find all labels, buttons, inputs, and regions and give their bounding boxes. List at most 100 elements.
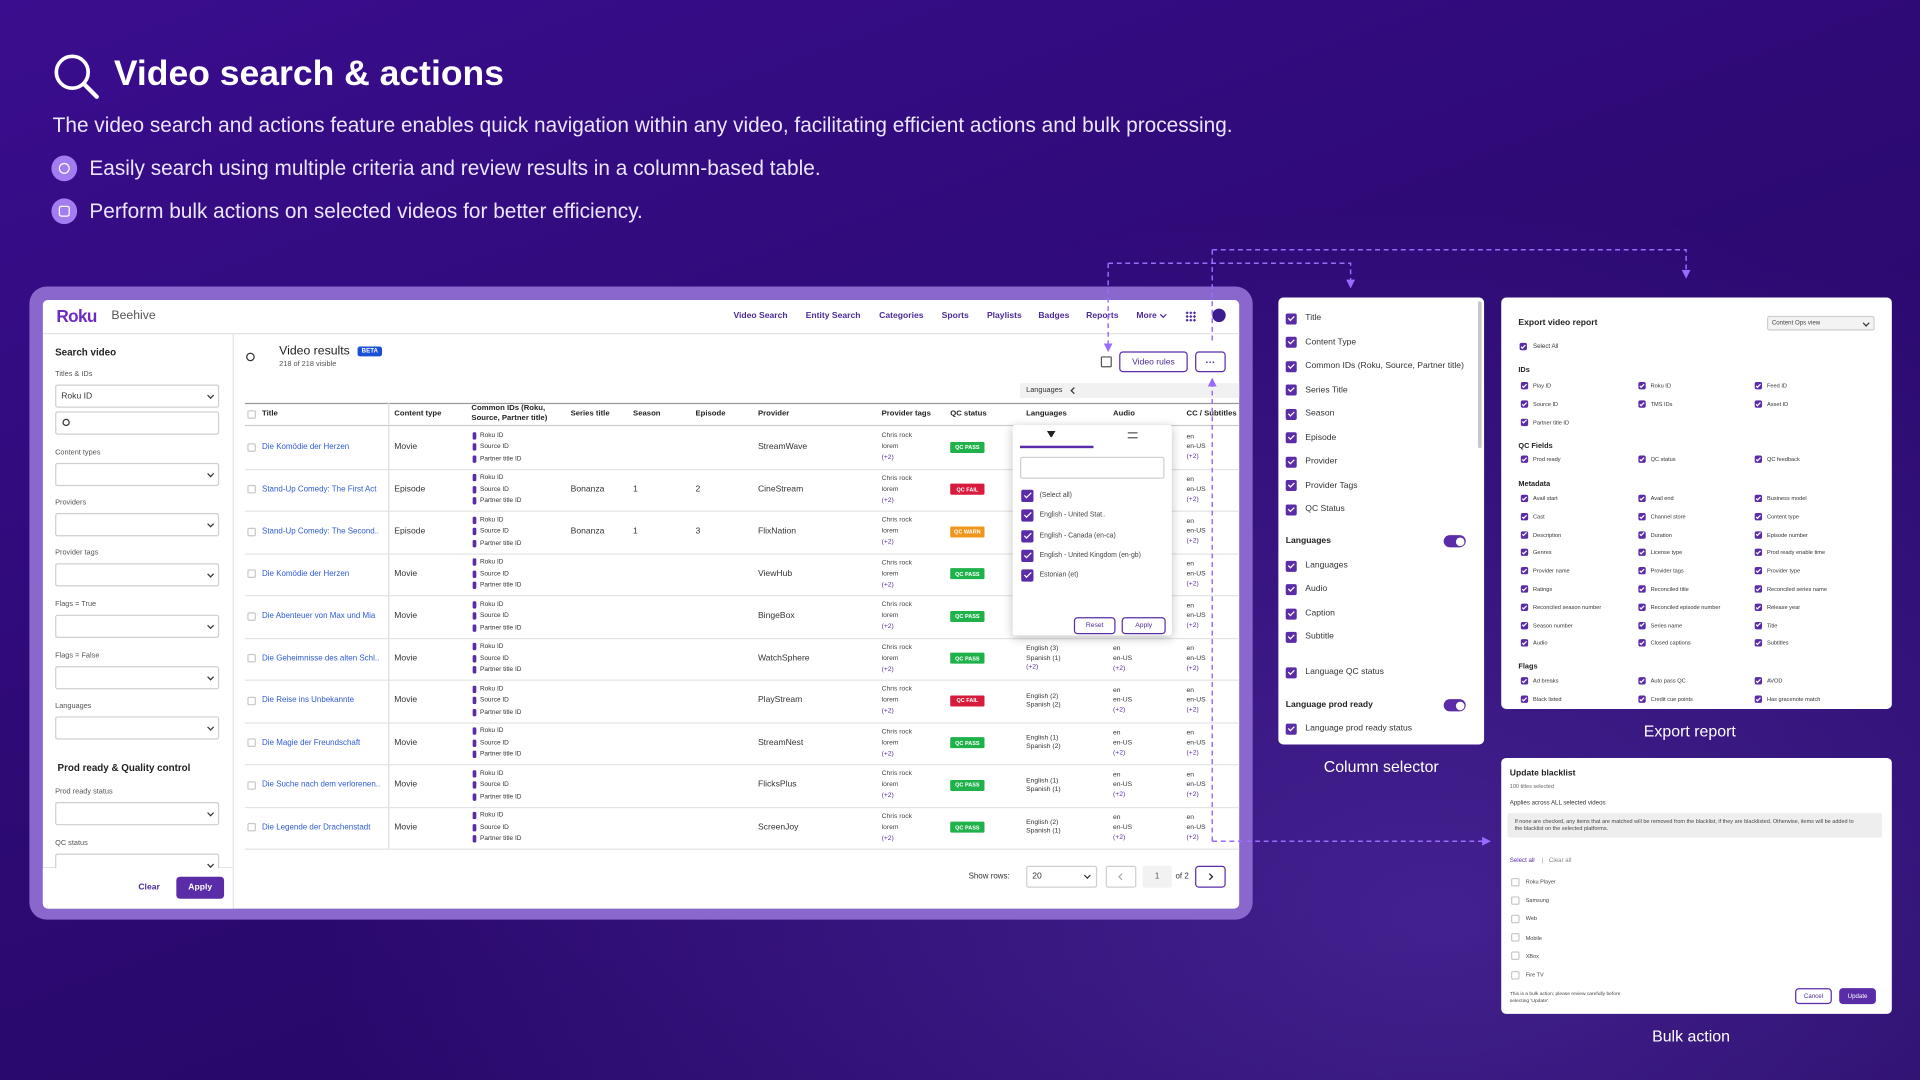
checkbox[interactable] (1285, 456, 1297, 468)
checkbox[interactable] (1638, 695, 1646, 703)
clear-all-link[interactable]: Clear all (1548, 857, 1572, 865)
checkbox[interactable] (1638, 512, 1646, 521)
column-header[interactable]: Title (262, 409, 278, 419)
column-header[interactable]: Languages (1026, 409, 1067, 419)
checkbox[interactable] (1520, 382, 1529, 390)
select[interactable] (55, 802, 220, 826)
video-title-link[interactable]: Die Komödie der Herzen (262, 569, 350, 578)
checkbox[interactable] (247, 484, 256, 494)
checkbox[interactable] (1754, 639, 1763, 648)
checkbox[interactable] (1285, 666, 1297, 678)
checkbox[interactable] (1754, 695, 1763, 703)
checkbox[interactable] (1021, 530, 1034, 543)
checkbox[interactable] (1511, 895, 1520, 905)
checkbox[interactable] (1511, 951, 1520, 961)
checkbox[interactable] (1754, 603, 1763, 611)
checkbox[interactable] (1511, 933, 1520, 942)
checkbox[interactable] (1520, 549, 1529, 557)
checkbox[interactable] (1520, 567, 1529, 575)
nav-link[interactable]: Categories (879, 311, 924, 321)
checkbox[interactable] (1638, 549, 1646, 557)
video-title-link[interactable]: Die Reise ins Unbekannte (262, 696, 355, 705)
checkbox[interactable] (1638, 621, 1646, 629)
checkbox[interactable] (1519, 342, 1527, 351)
nav-link[interactable]: Sports (941, 311, 969, 321)
filter-input[interactable] (1020, 456, 1165, 479)
column-header[interactable]: Common IDs (Roku, Source, Partner title) (471, 404, 548, 423)
nav-link[interactable]: Video Search (733, 311, 788, 321)
nav-link[interactable]: Entity Search (805, 311, 861, 321)
select-all-link[interactable]: Select all (1509, 857, 1535, 865)
avatar[interactable] (1212, 308, 1226, 323)
checkbox[interactable] (1520, 695, 1529, 703)
clear-button[interactable]: Clear (138, 883, 160, 893)
checkbox[interactable] (247, 738, 256, 747)
checkbox[interactable] (1754, 567, 1763, 575)
checkbox[interactable] (1520, 639, 1529, 648)
checkbox[interactable] (1754, 530, 1763, 539)
checkbox[interactable] (1754, 677, 1763, 685)
checkbox[interactable] (247, 410, 256, 419)
checkbox[interactable] (1638, 603, 1646, 611)
checkbox[interactable] (1754, 455, 1763, 463)
checkbox[interactable] (1285, 432, 1297, 444)
checkbox[interactable] (1638, 677, 1646, 685)
checkbox[interactable] (1285, 312, 1297, 324)
checkbox[interactable] (1285, 631, 1297, 643)
column-header[interactable]: QC status (950, 409, 987, 419)
checkbox[interactable] (1754, 549, 1763, 557)
checkbox[interactable] (247, 611, 256, 621)
columns-icon[interactable] (1100, 356, 1112, 368)
apps-icon[interactable] (1185, 311, 1197, 323)
checkbox[interactable] (1520, 603, 1529, 611)
view-select[interactable] (1766, 315, 1875, 331)
checkbox[interactable] (1021, 549, 1034, 563)
checkbox[interactable] (1520, 400, 1529, 408)
video-title-link[interactable]: Die Geheimnisse des alten Schl.. (262, 653, 380, 663)
select[interactable] (55, 666, 220, 690)
checkbox[interactable] (247, 442, 256, 452)
checkbox[interactable] (247, 780, 256, 790)
checkbox[interactable] (247, 696, 256, 705)
checkbox[interactable] (1638, 639, 1646, 648)
checkbox[interactable] (1638, 585, 1646, 593)
checkbox[interactable] (1638, 530, 1646, 539)
checkbox[interactable] (1511, 970, 1520, 979)
select[interactable] (55, 614, 220, 638)
checkbox[interactable] (1520, 530, 1529, 539)
column-header[interactable]: Content type (394, 409, 442, 419)
checkbox[interactable] (247, 569, 256, 578)
select[interactable] (55, 462, 220, 487)
checkbox[interactable] (1285, 607, 1297, 619)
checkbox[interactable] (1754, 512, 1763, 521)
checkbox[interactable] (1754, 621, 1763, 629)
checkbox[interactable] (1638, 567, 1646, 575)
checkbox[interactable] (1520, 494, 1529, 503)
checkbox[interactable] (1520, 621, 1529, 629)
video-title-link[interactable]: Die Magie der Freundschaft (262, 738, 361, 747)
checkbox[interactable] (1511, 877, 1520, 886)
checkbox[interactable] (1285, 480, 1297, 492)
checkbox[interactable] (1754, 585, 1763, 593)
checkbox[interactable] (247, 527, 256, 536)
checkbox[interactable] (1511, 914, 1520, 924)
video-title-link[interactable]: Die Abenteuer von Max und Mia (262, 611, 376, 621)
column-header[interactable]: CC / Subtitles (1186, 409, 1237, 419)
prev-button[interactable] (1105, 865, 1137, 888)
checkbox[interactable] (1021, 509, 1034, 522)
checkbox[interactable] (1285, 503, 1297, 515)
filter-tab-icon[interactable] (1046, 431, 1056, 438)
checkbox[interactable] (1285, 723, 1297, 735)
checkbox[interactable] (1520, 512, 1529, 521)
checkbox[interactable] (1754, 400, 1763, 408)
column-header[interactable]: Series title (570, 409, 610, 419)
nav-link[interactable]: Reports (1086, 311, 1119, 321)
video-title-link[interactable]: Die Suche nach dem verlorenen.. (262, 780, 381, 790)
checkbox[interactable] (1638, 494, 1646, 503)
checkbox[interactable] (1520, 418, 1529, 426)
menu-tab-icon[interactable] (1127, 432, 1138, 439)
checkbox[interactable] (1638, 400, 1646, 408)
nav-link[interactable]: More (1136, 311, 1157, 321)
reset-button[interactable] (1073, 617, 1116, 635)
nav-link[interactable]: Playlists (986, 311, 1022, 321)
